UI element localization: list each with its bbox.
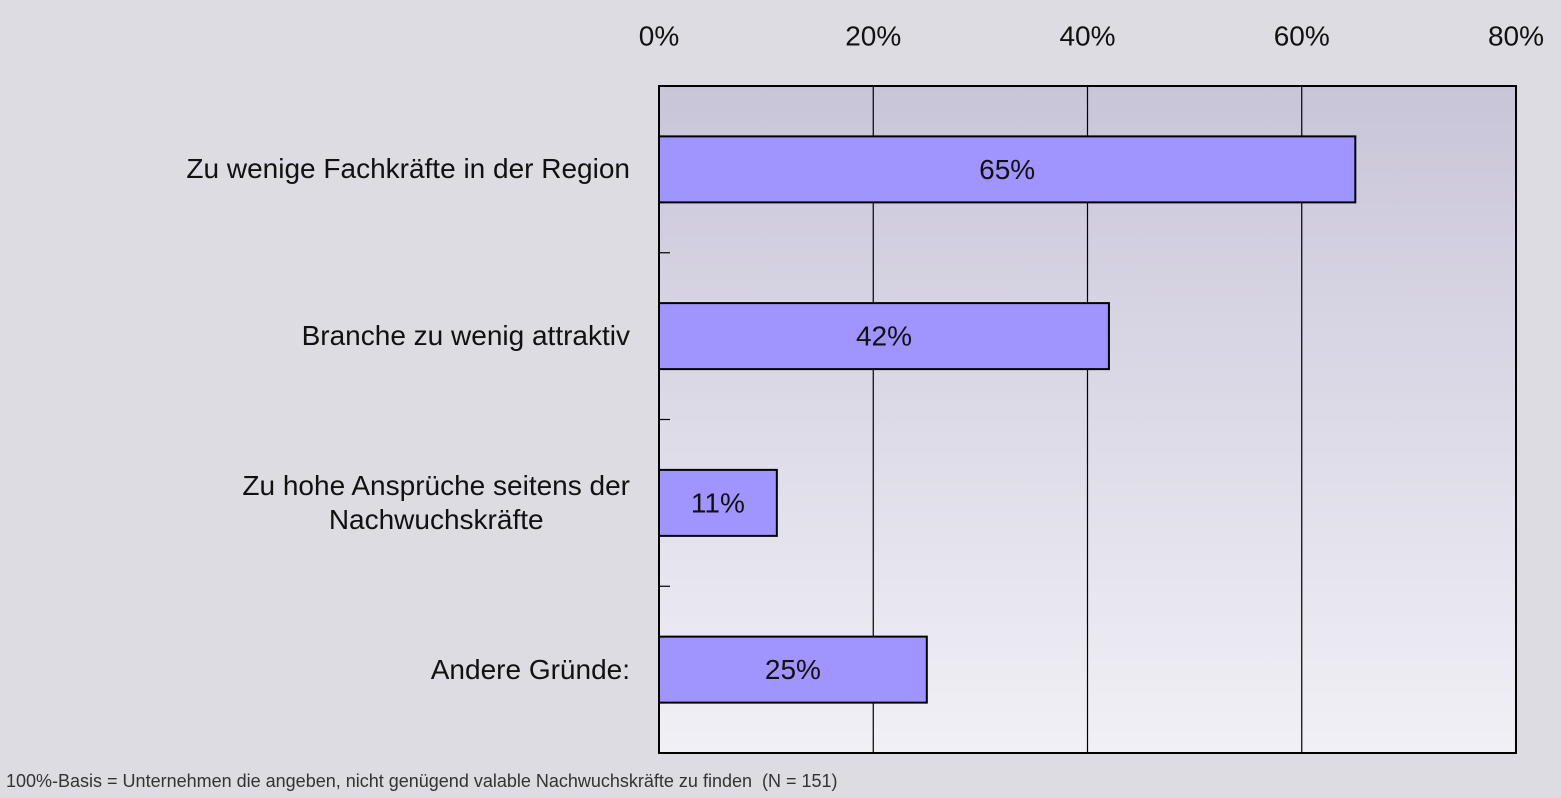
x-tick-label: 80% <box>1488 20 1544 51</box>
bar <box>658 302 1110 371</box>
data-label: 11% <box>691 487 745 518</box>
footnote: 100%-Basis = Unternehmen die angeben, ni… <box>6 771 838 791</box>
category-label: Branche zu wenig attraktiv <box>301 320 630 352</box>
bar <box>658 635 928 704</box>
x-tick-label: 60% <box>1274 20 1330 51</box>
bar <box>658 468 778 537</box>
x-tick-label: 20% <box>845 20 901 51</box>
category-label: Andere Gründe: <box>430 653 630 685</box>
data-label: 65% <box>979 154 1035 185</box>
data-label: 42% <box>856 321 912 352</box>
x-tick-label: 40% <box>1059 20 1115 51</box>
data-label: 25% <box>765 654 821 685</box>
x-tick-label: 0% <box>639 20 679 51</box>
category-label: Zu wenige Fachkräfte in der Region <box>186 153 630 185</box>
bar <box>658 135 1357 204</box>
category-label: Zu hohe Ansprüche seitens der Nachwuchsk… <box>242 469 630 535</box>
